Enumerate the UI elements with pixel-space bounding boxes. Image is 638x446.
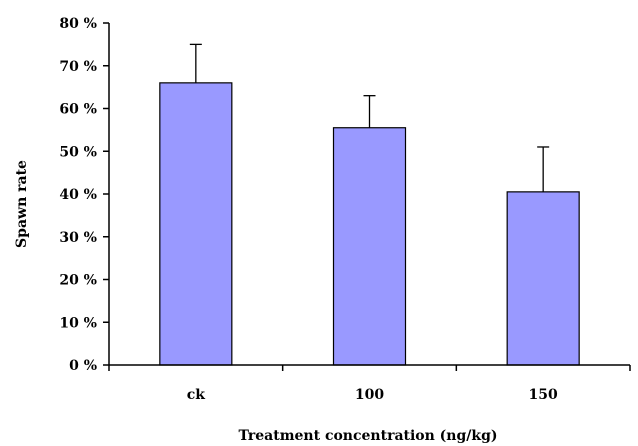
y-tick-label: 0 % [69, 358, 97, 374]
y-tick-label: 30 % [59, 230, 97, 246]
bar-100 [332, 127, 407, 366]
y-tick-label: 70 % [59, 59, 97, 75]
y-tick-label: 40 % [59, 187, 97, 203]
y-tick-label: 10 % [59, 315, 97, 331]
x-axis-title: Treatment concentration (ng/kg) [238, 428, 497, 444]
y-tick-label: 60 % [59, 102, 97, 118]
x-tick-label: ck [187, 387, 206, 403]
y-tick-label: 50 % [59, 144, 97, 160]
y-tick-label: 80 % [59, 16, 97, 32]
bar-ck [159, 82, 233, 366]
y-axis-title: Spawn rate [14, 160, 30, 248]
x-tick-label: 150 [529, 387, 558, 403]
error-bars-layer [189, 43, 550, 192]
x-tick-label: 100 [355, 387, 384, 403]
x-ticks-layer: ck 100 150 [108, 365, 631, 403]
bar-150 [506, 191, 580, 366]
y-tick-label: 20 % [59, 273, 97, 289]
y-ticks-layer: 0 % 10 % 20 % 30 % 40 % 50 % 60 % 70 % 80 % [59, 16, 109, 374]
